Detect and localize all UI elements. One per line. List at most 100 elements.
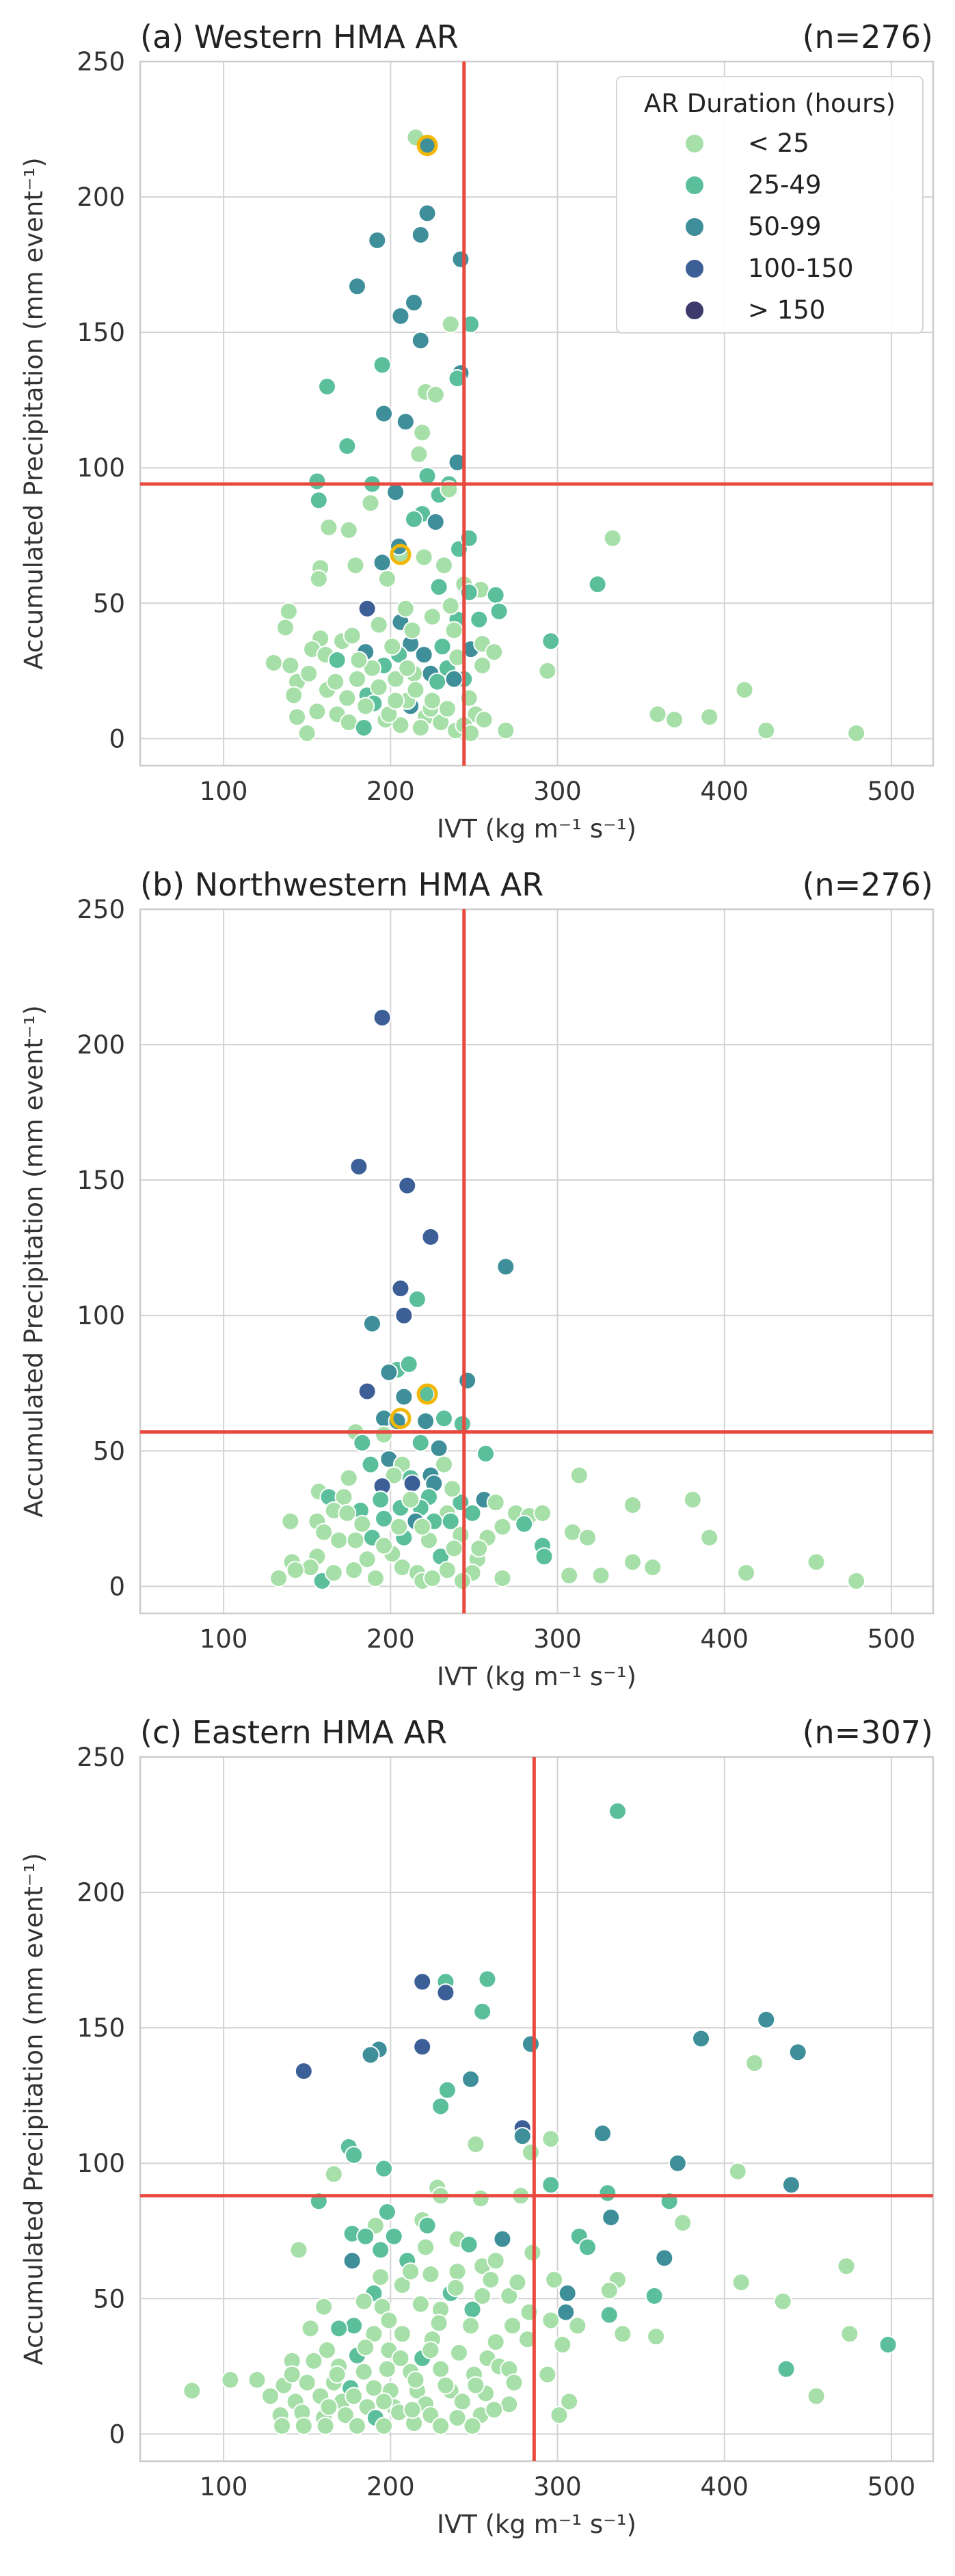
data-point	[353, 1433, 372, 1452]
data-point	[329, 1531, 349, 1550]
data-point	[700, 708, 719, 727]
data-point	[434, 1409, 453, 1428]
data-point	[448, 2409, 467, 2428]
data-point	[878, 2335, 898, 2354]
data-point	[431, 2417, 450, 2435]
data-point	[444, 621, 463, 640]
data-point	[314, 2297, 334, 2316]
data-point	[422, 1569, 442, 1587]
data-point	[327, 651, 347, 669]
data-point	[413, 1972, 432, 1991]
data-point	[421, 2265, 440, 2284]
legend-label: > 150	[748, 295, 825, 325]
data-point	[441, 1512, 460, 1531]
y-tick-label: 0	[109, 2419, 125, 2449]
y-tick-label: 250	[77, 895, 125, 924]
data-point	[411, 331, 430, 350]
data-point	[386, 669, 405, 688]
y-tick-label: 0	[109, 724, 125, 753]
data-point	[735, 680, 754, 699]
data-point	[392, 2276, 412, 2294]
data-point	[550, 2406, 569, 2425]
y-tick-label: 100	[77, 453, 125, 483]
data-point	[338, 437, 357, 456]
data-point	[428, 672, 447, 691]
data-point	[309, 491, 328, 510]
data-point	[538, 2365, 557, 2384]
data-point	[373, 355, 392, 375]
sample-count: (n=307)	[803, 1714, 933, 1751]
data-point	[316, 2417, 335, 2435]
data-point	[398, 658, 417, 677]
data-point	[390, 1517, 409, 1536]
legend-marker	[684, 217, 705, 237]
chart-title: (b) Northwestern HMA AR	[140, 866, 543, 903]
data-point	[379, 2311, 399, 2330]
data-point	[281, 656, 300, 675]
data-point	[438, 1561, 457, 1580]
data-point	[429, 578, 448, 597]
data-point	[781, 2175, 801, 2195]
data-point	[269, 1569, 288, 1587]
data-point	[558, 2283, 577, 2303]
data-point	[556, 2303, 576, 2322]
data-point	[411, 226, 430, 245]
x-tick-label: 500	[867, 2472, 916, 2501]
data-point	[318, 2341, 337, 2360]
data-point	[493, 2229, 512, 2249]
data-point	[623, 1496, 642, 1515]
data-point	[600, 2281, 619, 2300]
chart-panel-3: 100 200 300 400 500 0 50 100 150 200 250 IVT (kg m⁻…	[19, 1714, 934, 2539]
data-point	[470, 1539, 489, 1558]
y-tick-label: 50	[93, 589, 125, 618]
data-point	[409, 444, 429, 464]
data-point	[441, 596, 460, 615]
data-point	[788, 2043, 807, 2062]
data-point	[453, 2392, 472, 2411]
data-point	[757, 2010, 776, 2029]
data-point	[288, 708, 307, 727]
data-point	[593, 2124, 612, 2143]
data-point	[560, 1566, 579, 1585]
x-axis-title: IVT (kg m⁻¹ s⁻¹)	[437, 814, 636, 844]
data-point	[807, 2387, 826, 2406]
data-point	[436, 1983, 455, 2002]
data-point	[391, 1279, 410, 1298]
y-tick-label: 50	[93, 2284, 125, 2313]
data-point	[757, 721, 776, 740]
data-point	[481, 2270, 500, 2290]
x-tick-label: 500	[867, 1624, 916, 1654]
data-point	[373, 553, 392, 572]
data-point	[489, 602, 509, 621]
data-point	[304, 2351, 323, 2370]
plot-frame	[139, 1756, 934, 2463]
y-tick-label: 150	[77, 318, 125, 347]
data-point	[221, 2370, 240, 2389]
data-point	[448, 453, 467, 472]
data-point	[314, 1522, 334, 1542]
y-tick-label: 150	[77, 2013, 125, 2043]
data-point	[461, 2316, 481, 2335]
data-point	[375, 1536, 394, 1555]
data-point	[405, 510, 424, 528]
data-point	[399, 1355, 418, 1374]
data-point	[366, 1569, 385, 1587]
data-point	[362, 658, 381, 677]
data-point	[391, 306, 410, 325]
data-point	[375, 1509, 394, 1528]
y-axis-title: Accumulated Precipitation (mm event⁻¹)	[19, 1853, 49, 2365]
data-point	[568, 2316, 587, 2335]
chart-panel-2: 100 200 300 400 500 0 50 100 150 200 250 IVT (kg m⁻…	[19, 866, 934, 1691]
y-tick-label: 200	[77, 1878, 125, 1907]
y-tick-label: 50	[93, 1436, 125, 1466]
data-point	[448, 369, 467, 388]
data-point	[664, 710, 684, 729]
data-point	[461, 2069, 481, 2089]
x-tick-label: 100	[200, 1624, 248, 1654]
data-point	[383, 637, 402, 656]
data-point	[369, 677, 388, 697]
data-point	[301, 1558, 320, 1577]
highlighted-point	[416, 1383, 438, 1405]
data-point	[416, 2238, 435, 2257]
